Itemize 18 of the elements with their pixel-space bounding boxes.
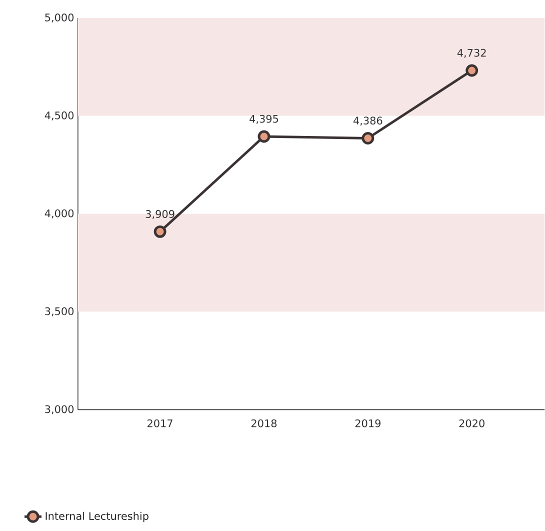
data-label: 4,395 [250,115,278,124]
x-tick-label: 2018 [251,420,277,428]
data-label: 3,909 [146,210,174,220]
y-tick-label: 5,000 [45,14,74,23]
x-tick-label: 2020 [459,420,484,428]
y-tick-label: 4,500 [44,112,74,121]
data-label: 4,386 [353,116,382,126]
y-tick-label: 3,500 [45,307,74,316]
x-tick-label: 2019 [355,420,380,428]
legend-label: Internal Lectureship [46,512,148,522]
point [154,226,166,238]
point [362,132,374,145]
y-tick-label: 3,000 [45,405,74,414]
y-tick-label: 4,000 [44,210,74,219]
point [258,130,270,143]
point [466,64,478,77]
x-tick-label: 2017 [148,420,172,428]
data-label: 4,732 [457,49,486,58]
